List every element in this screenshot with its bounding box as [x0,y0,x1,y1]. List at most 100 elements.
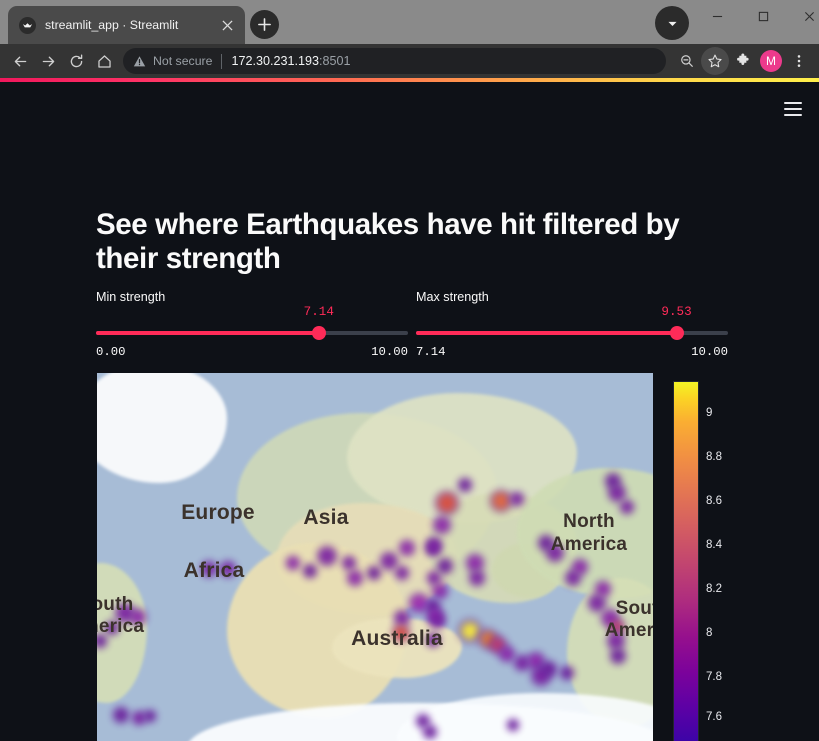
heatmap-point [559,665,575,681]
streamlit-app: See where Earthquakes have hit filtered … [0,78,819,741]
heatmap-point [129,608,147,626]
heatmap-point [506,718,520,732]
continent-label: Africa [183,559,245,582]
max-strength-slider-bounds: 7.14 10.00 [416,345,728,359]
heatmap-point [571,558,589,576]
heatmap-point [316,545,338,567]
hamburger-menu-icon[interactable] [778,94,808,124]
heatmap-point [97,633,108,649]
continent-label: America [550,534,628,555]
hamburger-line [784,108,802,110]
not-secure-warning-icon [133,55,146,68]
colorbar-tick: 8.4 [706,539,722,551]
heatmap-point [606,631,626,651]
heatmap-point [498,645,516,663]
heatmap-point [604,472,622,490]
min-strength-slider-value: 7.14 [303,305,334,319]
heatmap-point [425,536,443,554]
page-title: See where Earthquakes have hit filtered … [96,208,680,276]
omnibox-divider [221,53,223,69]
heatmap-point [346,569,364,587]
heatmap-point [285,555,301,571]
browser-tab-title: streamlit_app · Streamlit [45,18,179,32]
heatmap-point [112,706,130,724]
continent-label: Asia [303,506,349,529]
continent-label: Europe [181,501,255,524]
magnitude-colorbar: 98.88.68.48.287.87.67.47.2 [673,381,743,741]
landmass [97,373,227,483]
heatmap-point [302,563,318,579]
continent-label: South [97,594,134,615]
colorbar-tick: 8.2 [706,583,722,595]
colorbar-tick: 7.8 [706,671,722,683]
map-canvas[interactable]: Europe Asia Africa Australia North America Sou… [97,373,653,741]
heatmap-point [408,592,430,614]
hamburger-line [784,102,802,104]
star-icon[interactable] [701,47,729,75]
heatmap-point [425,632,441,648]
heatmap-point [537,534,555,552]
heatmap-point [430,613,446,629]
forward-arrow-icon[interactable] [34,47,62,75]
slider-min-label: 0.00 [96,345,126,359]
continent-label: America [604,620,653,641]
earthquake-heatmap[interactable]: Europe Asia Africa Australia North America Sou… [97,373,653,741]
heatmap-point [436,557,454,575]
heatmap-point [619,499,635,515]
heatmap-point [219,560,237,578]
max-strength-slider-track[interactable]: 9.53 [416,305,728,340]
max-strength-slider[interactable]: Max strength 9.53 7.14 10.00 [416,290,728,359]
colorbar-tick: 8 [706,627,713,639]
window-maximize-button[interactable] [740,0,786,32]
reload-icon[interactable] [62,47,90,75]
window-close-button[interactable] [786,0,819,32]
max-strength-slider-label: Max strength [416,290,489,304]
colorbar-tick: 9 [706,407,713,419]
avatar-initial: M [760,50,782,72]
heatmap-point [200,560,218,578]
heatmap-point [468,569,486,587]
continent-label: North [563,511,615,532]
slider-max-label: 10.00 [691,345,728,359]
min-strength-slider[interactable]: Min strength 7.14 0.00 10.00 [96,290,408,359]
browser-toolbar: Not secure 172.30.231.193:8501 M [0,44,819,78]
min-strength-slider-thumb[interactable] [311,326,326,340]
heatmap-point [366,565,382,581]
browser-tab[interactable]: streamlit_app · Streamlit [8,6,245,44]
profile-avatar[interactable]: M [757,47,785,75]
heatmap-point [540,660,558,678]
heatmap-point [143,709,157,723]
puzzle-piece-icon[interactable] [729,47,757,75]
window-minimize-button[interactable] [694,0,740,32]
colorbar-tick: 8.6 [706,495,722,507]
streamlit-crown-icon [19,16,36,34]
max-strength-slider-thumb[interactable] [669,326,684,340]
heatmap-point [434,490,460,516]
address-bar[interactable]: Not secure 172.30.231.193:8501 [123,48,666,74]
chevron-down-circle-icon[interactable] [655,6,689,40]
heatmap-point [104,620,120,636]
heatmap-point [393,609,411,627]
home-icon[interactable] [90,47,118,75]
url-host-text: 172.30.231.193 [231,54,320,68]
zoom-out-icon[interactable] [673,47,701,75]
colorbar-tick: 7.6 [706,711,722,723]
heatmap-point [379,551,399,571]
min-strength-slider-label: Min strength [96,290,166,304]
back-arrow-icon[interactable] [6,47,34,75]
continent-label: South [615,598,653,619]
heatmap-point [465,553,485,573]
url-port-text: :8501 [319,54,351,68]
new-tab-button[interactable] [250,10,279,39]
slider-min-label: 7.14 [416,345,446,359]
heatmap-point [457,477,473,493]
close-icon[interactable] [218,16,237,35]
three-dot-menu-icon[interactable] [785,47,813,75]
min-strength-slider-track[interactable]: 7.14 [96,305,408,340]
slider-fill [416,331,677,335]
heatmap-point [587,593,607,613]
heatmap-point [422,724,438,740]
slider-max-label: 10.00 [371,345,408,359]
heatmap-point [394,565,410,581]
continent-label: America [97,616,145,637]
